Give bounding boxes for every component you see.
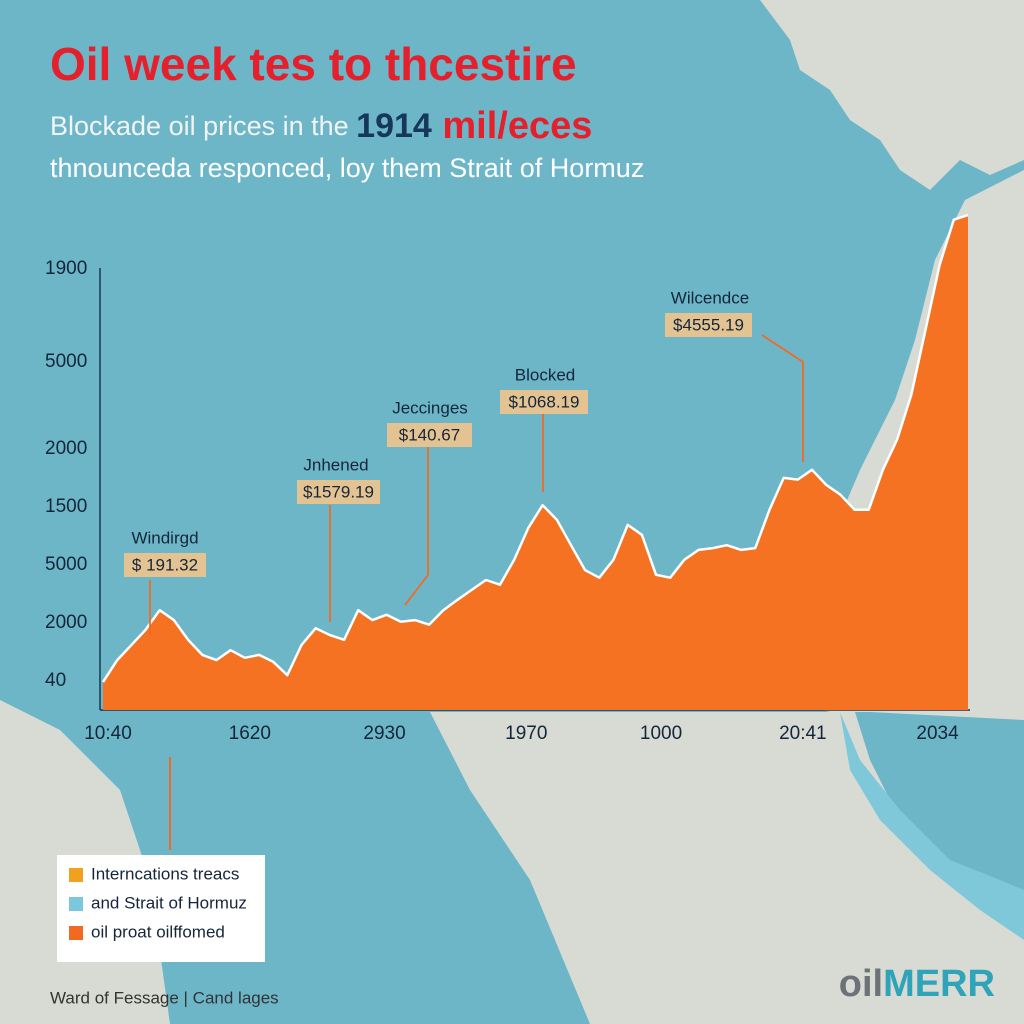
- annotation-pointer: [404, 447, 429, 606]
- y-tick-label: 5000: [45, 351, 87, 372]
- subtitle-year: 1914: [356, 107, 432, 145]
- legend-label: and Strait of Hormuz: [91, 893, 247, 912]
- annotation-label: $4555.19: [673, 315, 744, 334]
- plot: 40 2000 5000 1500 2000 5000 1900 10:40 1620 2930 1…: [45, 213, 970, 744]
- x-tick-label: 1000: [640, 723, 682, 744]
- annotation-title: Blocked: [515, 365, 575, 384]
- subtitle: Blockade oil prices in the 1914 mil/eces: [50, 105, 592, 147]
- logo: oilMERR: [839, 963, 995, 1005]
- x-tick-label: 1970: [505, 723, 547, 744]
- annotation-box: [297, 480, 380, 504]
- y-tick-label: 1500: [45, 496, 87, 517]
- annotation-label: $140.67: [399, 425, 460, 444]
- x-tick-label: 1620: [229, 723, 271, 744]
- annotation-title: Wilcendce: [671, 288, 749, 307]
- annotation-box: [387, 423, 472, 447]
- y-tick-label: 5000: [45, 554, 87, 575]
- annotation-title: Jeccinges: [392, 398, 468, 417]
- annotation-title: Jnhened: [303, 455, 368, 474]
- y-tick-label: 1900: [45, 258, 87, 279]
- legend-swatch: [69, 926, 83, 940]
- logo-right: MERR: [883, 963, 995, 1005]
- annotation-title: Windirgd: [131, 528, 198, 547]
- footer: Ward of Fessage | Cand lages: [50, 988, 279, 1007]
- annotation-box: [124, 553, 206, 577]
- legend-swatch: [69, 897, 83, 911]
- y-tick-label: 2000: [45, 612, 87, 633]
- legend-box: [57, 855, 265, 962]
- annotation-label: $1579.19: [303, 482, 374, 501]
- x-tick-label: 2034: [916, 723, 959, 744]
- annotation-box: [665, 313, 752, 337]
- x-tick-label: 20:41: [779, 723, 827, 744]
- legend: Interncations treacs and Strait of Hormuz…: [69, 864, 247, 941]
- y-tick-label: 40: [45, 670, 66, 691]
- legend-swatch: [69, 868, 83, 882]
- land: [760, 0, 1024, 190]
- annotation-label: $1068.19: [509, 392, 580, 411]
- area-edge: [101, 213, 969, 683]
- legend-label: Interncations treacs: [91, 864, 239, 883]
- subtitle-lead: Blockade oil prices in the: [50, 111, 356, 141]
- chart-title: Oil week tes to thcestire: [50, 38, 577, 90]
- x-tick-label: 10:40: [84, 723, 132, 744]
- annotation-box: [500, 390, 588, 414]
- coast: [840, 712, 1024, 940]
- y-tick-label: 2000: [45, 438, 87, 459]
- x-tick-label: 2930: [363, 723, 405, 744]
- logo-left: oil: [839, 963, 883, 1005]
- area: [103, 215, 968, 710]
- subtitle-tail: mil/eces: [432, 105, 593, 147]
- legend-label: oil proat oilffomed: [91, 922, 225, 941]
- annotation-label: $ 191.32: [132, 555, 198, 574]
- subtitle-2: thnounceda responced, loy them Strait of…: [50, 153, 644, 183]
- annotation-pointer: [761, 334, 804, 462]
